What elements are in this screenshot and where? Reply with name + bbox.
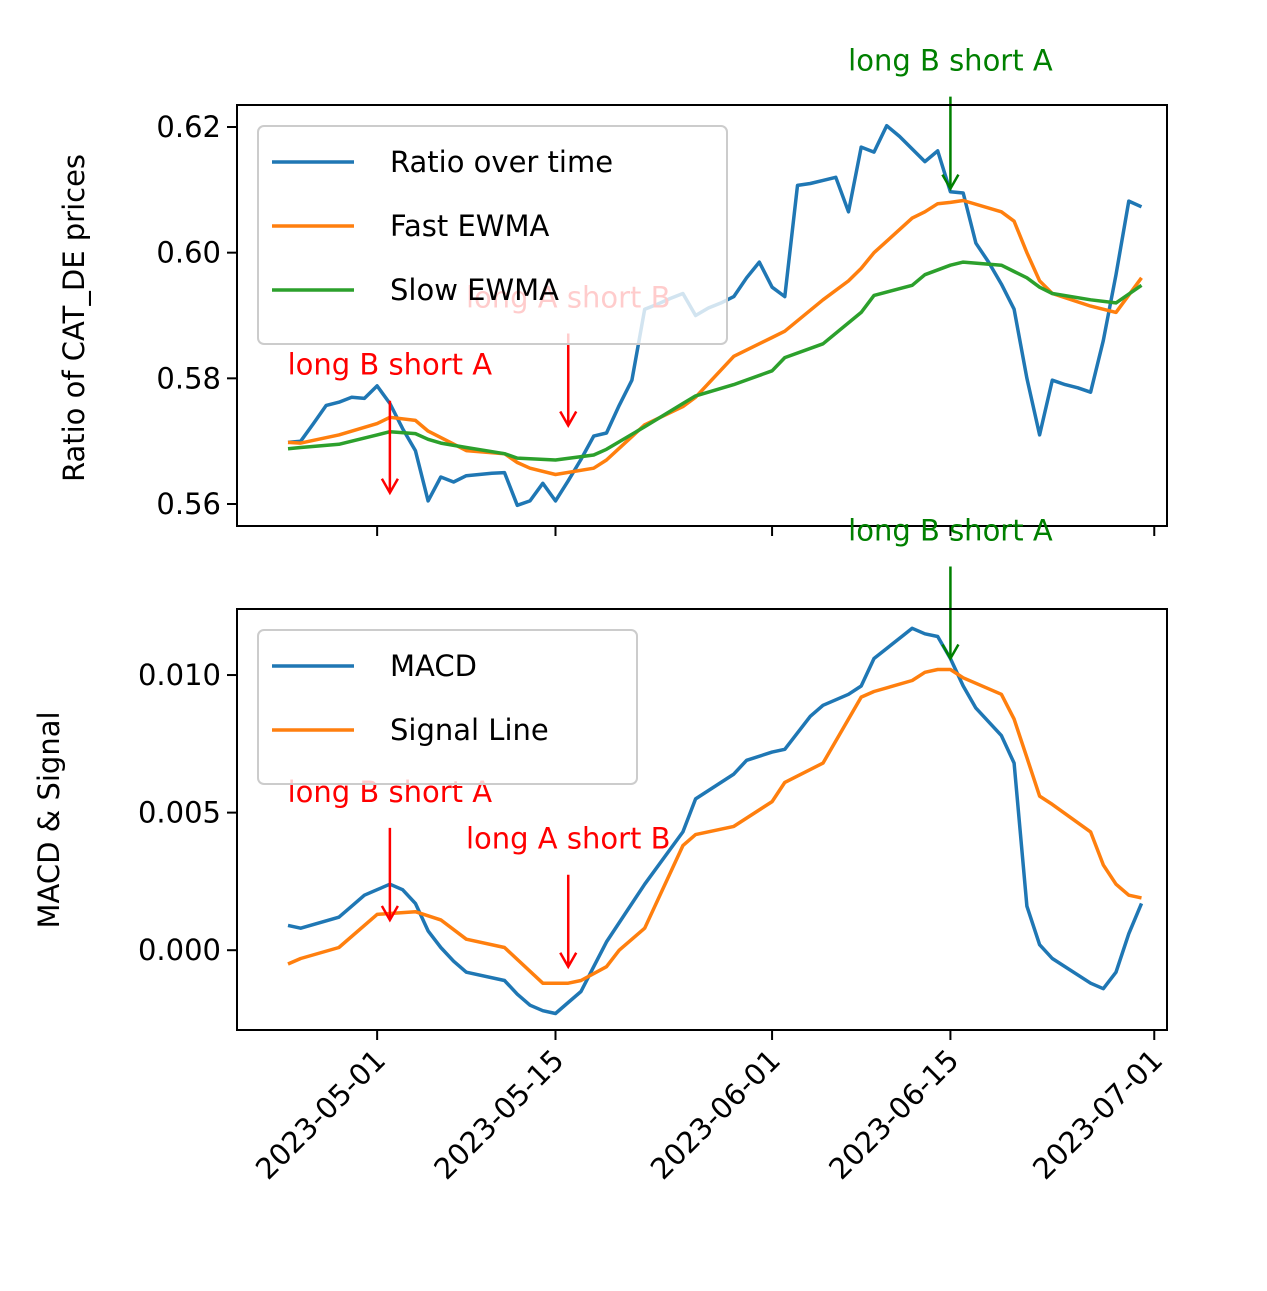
top-annotation-label: long B short A: [288, 348, 493, 382]
top-panel-xticks: [376, 526, 1156, 536]
x-tick-label: 2023-05-15: [427, 1043, 570, 1186]
x-tick-label: 2023-06-01: [644, 1043, 787, 1186]
top-series-line-2: [287, 260, 1143, 462]
x-tick-label: 2023-05-01: [249, 1043, 392, 1186]
bottom-annotation-arrowhead: [559, 952, 578, 970]
top-legend-label: Ratio over time: [390, 145, 613, 179]
bottom-annotation-label: long B short A: [848, 514, 1053, 548]
x-tick-label: 2023-06-15: [822, 1043, 965, 1186]
top-legend-label: Slow EWMA: [390, 273, 559, 307]
top-annotation-arrowhead: [941, 173, 960, 192]
bottom-y-tick-label: 0.010: [138, 658, 221, 692]
bottom-panel-frame: [236, 608, 1168, 1031]
top-annotation-arrowhead: [380, 478, 399, 496]
x-tick-label: 2023-07-01: [1026, 1043, 1169, 1186]
bottom-panel-y-axis-label: MACD & Signal: [32, 711, 66, 928]
bottom-series-line-1: [287, 667, 1142, 985]
bottom-legend-box: [257, 629, 638, 785]
top-series-line-1: [287, 198, 1143, 477]
bottom-legend-label: MACD: [390, 649, 477, 683]
top-panel-y-axis-label: Ratio of CAT_DE prices: [57, 154, 91, 482]
top-legend-label: Fast EWMA: [390, 209, 550, 243]
top-panel-frame: [236, 104, 1168, 527]
bottom-panel-lines: [287, 626, 1144, 1016]
bottom-panel-legend: MACD Signal Line: [257, 629, 638, 785]
bottom-series-line-0: [287, 626, 1144, 1016]
bottom-panel-yticks: 0.000 0.005 0.010: [138, 658, 237, 967]
top-panel-yticks: 0.56 0.58 0.60 0.62: [156, 110, 237, 521]
bottom-panel-xticks: 2023-05-01 2023-05-15 2023-06-01 2023-06-15…: [249, 1030, 1169, 1186]
top-y-tick-label: 0.62: [156, 110, 221, 144]
top-legend-box: [257, 125, 728, 345]
bottom-y-tick-label: 0.005: [138, 796, 221, 830]
top-y-tick-label: 0.56: [156, 487, 221, 521]
top-y-tick-label: 0.60: [156, 236, 221, 270]
top-annotation-arrowhead: [559, 410, 578, 428]
bottom-y-tick-label: 0.000: [138, 933, 221, 967]
top-y-tick-label: 0.58: [156, 361, 221, 395]
bottom-annotation-arrowhead: [380, 905, 399, 923]
top-annotation-label: long B short A: [848, 44, 1053, 78]
bottom-legend-label: Signal Line: [390, 713, 549, 747]
bottom-annotation-label: long A short B: [466, 822, 671, 856]
bottom-annotation-arrowhead: [941, 643, 960, 662]
top-panel-legend: Ratio over time Fast EWMA Slow EWMA: [257, 125, 728, 345]
